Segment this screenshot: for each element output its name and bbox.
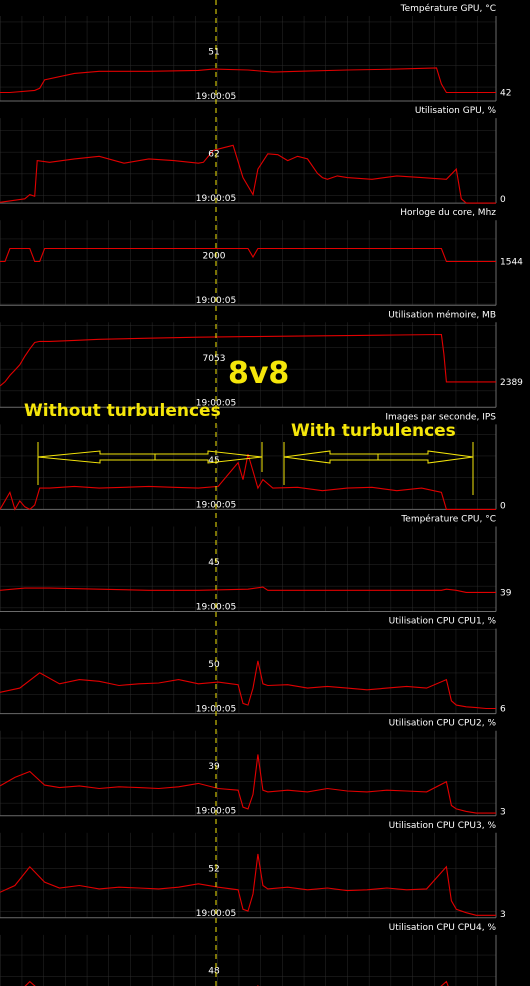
graph-series-line [0, 144, 496, 204]
graph-series-line [0, 333, 496, 387]
graph-title: Utilisation CPU CPU2, % [389, 719, 497, 729]
last-value-label: 0 [500, 501, 506, 511]
annotation-title: 8v8 [228, 356, 289, 391]
graph-title: Utilisation CPU CPU3, % [389, 821, 497, 831]
graph-title: Utilisation GPU, % [415, 106, 497, 116]
graph-series-line [0, 586, 496, 593]
right-arrow-head-right [377, 450, 474, 464]
graph-title: Images par seconde, IPS [385, 412, 496, 422]
cursor-value-label: 52 [208, 864, 219, 874]
left-arrow-head-right [154, 450, 263, 464]
last-value-label: 1544 [500, 257, 523, 267]
annotation-without-turbulences: Without turbulences [24, 401, 221, 421]
graph-title: Utilisation CPU CPU1, % [389, 617, 497, 627]
graph-grid [0, 730, 496, 816]
annotation-with-turbulences: With turbulences [291, 421, 456, 441]
graph-grid [0, 424, 496, 510]
cursor-value-label: 62 [208, 150, 219, 160]
graph-series-line [0, 67, 496, 94]
cursor-value-label: 50 [208, 660, 220, 670]
graph-grid [0, 526, 496, 612]
graph-panel: Utilisation CPU CPU1, % 50 6 19:00:05 [0, 617, 506, 715]
graph-series-line [0, 754, 496, 814]
graph-grid [0, 118, 496, 204]
time-label: 19:00:05 [196, 398, 236, 408]
graph-title: Utilisation CPU CPU4, % [389, 923, 497, 933]
right-range-arrow [283, 442, 474, 495]
last-value-label: 2389 [500, 378, 523, 388]
left-range-arrow [37, 442, 263, 485]
time-label: 19:00:05 [196, 92, 236, 102]
graph-panel: Température GPU, °C 51 42 19:00:05 [0, 3, 511, 102]
graph-title: Horloge du core, Mhz [400, 208, 496, 218]
graph-title: Température GPU, °C [400, 3, 496, 14]
graph-grid [0, 934, 496, 986]
cursor-value-label: 48 [208, 966, 220, 976]
cursor-value-label: 51 [208, 48, 219, 58]
last-value-label: 42 [500, 89, 511, 99]
graph-grid [0, 832, 496, 918]
last-value-label: 3 [500, 808, 506, 818]
graph-series-line [0, 660, 496, 710]
graph-title: Utilisation mémoire, MB [388, 309, 496, 320]
graph-title: Température CPU, °C [400, 514, 496, 525]
annotation-layer: 8v8 Without turbulences With turbulences [24, 356, 474, 495]
panel-stack: Température GPU, °C514219:00:05Utilisati… [0, 3, 523, 986]
cursor-value-label: 39 [208, 762, 220, 772]
cursor-value-label: 45 [208, 558, 219, 568]
cursor-value-label: 45 [208, 456, 219, 466]
graph-series-line [0, 247, 496, 263]
last-value-label: 6 [500, 705, 506, 715]
last-value-label: 0 [500, 195, 506, 205]
time-label: 19:00:05 [196, 705, 236, 715]
graph-grid [0, 220, 496, 306]
graph-panel: Utilisation mémoire, MB 7053 2389 19:00:05 [0, 309, 523, 408]
cursor-value-label: 2000 [203, 252, 226, 262]
graph-series-line [0, 453, 496, 511]
graph-grid [0, 16, 496, 101]
graph-panel: Utilisation CPU CPU4, % 48 [0, 923, 497, 986]
graph-grid [0, 628, 496, 714]
graph-series-line [0, 853, 496, 916]
last-value-label: 39 [500, 588, 512, 598]
cursor-value-label: 7053 [203, 354, 226, 364]
last-value-label: 3 [500, 910, 506, 920]
